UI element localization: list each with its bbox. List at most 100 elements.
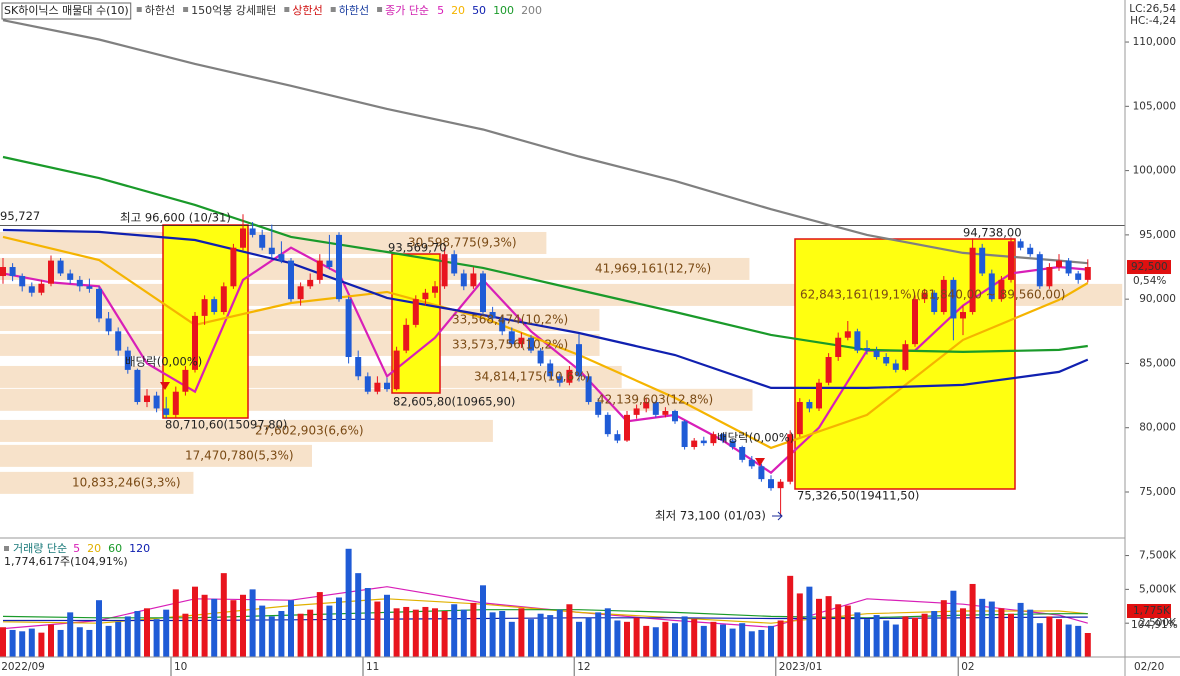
volume-bar — [931, 611, 938, 657]
candle-body — [134, 369, 141, 403]
volume-bar — [624, 621, 630, 657]
volume-profile-label: 42,139,603(12,8%) — [597, 392, 713, 406]
volume-bar — [422, 606, 429, 657]
volume-bar — [979, 598, 986, 657]
volume-bar — [816, 598, 822, 657]
candle-body — [931, 292, 938, 313]
candle-body — [9, 267, 16, 277]
volume-bar — [403, 606, 410, 657]
volume-bar — [460, 609, 467, 657]
volume-bar — [355, 573, 362, 657]
candle-body — [393, 350, 400, 390]
volume-bar — [1046, 616, 1053, 657]
candle-body — [844, 331, 851, 338]
volume-bar — [777, 620, 784, 657]
ratio-label: 104,91% — [1131, 619, 1178, 631]
volume-bar — [768, 625, 774, 657]
volume-bar — [672, 623, 678, 657]
volume-bar — [662, 621, 669, 657]
corner-label: HC:-4,24 — [1130, 15, 1176, 27]
candle-body — [48, 260, 54, 284]
volume-bar — [652, 627, 659, 657]
legend-box — [1, 2, 132, 20]
volume-bar — [249, 589, 256, 657]
annotation: 최고 96,600 (10/31) — [120, 211, 231, 225]
candle-body — [556, 376, 563, 383]
y-tick-label: 100,000 — [1133, 165, 1176, 177]
candle-body — [672, 411, 678, 422]
volume-bar — [854, 612, 861, 657]
candle-body — [220, 286, 227, 313]
legend-label: 20 — [451, 4, 465, 17]
ma-line — [2, 228, 1089, 389]
volume-bar — [787, 575, 794, 657]
x-tick-label: 2022/09 — [1, 661, 45, 673]
volume-bar — [393, 608, 400, 657]
candle-body — [835, 337, 842, 358]
candle-body — [825, 357, 832, 383]
candle-body — [240, 228, 246, 248]
candle-body — [374, 382, 381, 392]
volume-bar — [547, 615, 554, 657]
volume-bar — [316, 592, 323, 657]
event-marker — [160, 382, 170, 390]
volume-bar — [211, 598, 218, 657]
candle-body — [864, 348, 870, 351]
volume-subtitle: 1,774,617주(104,91%) — [4, 555, 128, 568]
volume-bar — [326, 605, 333, 657]
candle-body — [432, 286, 438, 293]
volume-bar — [153, 619, 160, 657]
arrow — [772, 511, 783, 521]
candle-body — [364, 376, 371, 392]
y-tick-label: 95,000 — [1139, 229, 1176, 241]
volume-bar — [9, 629, 16, 657]
change-label: 0,54% — [1133, 275, 1166, 287]
volume-bar — [729, 628, 736, 657]
candle-body — [278, 254, 285, 261]
candle-body — [230, 247, 237, 287]
candle-body — [86, 286, 93, 289]
candle-body — [211, 299, 218, 313]
y-tick-label: 7,500K — [1139, 550, 1177, 562]
candle-body — [614, 434, 621, 441]
y-tick-label: 2,500K — [1139, 617, 1177, 629]
candle-body — [720, 434, 726, 441]
candle-body — [854, 331, 861, 351]
volume-bar — [67, 612, 74, 657]
candle-body — [921, 292, 928, 300]
volume-bar — [988, 601, 995, 657]
volume-bar — [489, 612, 496, 657]
candle-body — [1056, 260, 1062, 268]
volume-bar — [921, 613, 928, 657]
candle-body — [480, 273, 486, 313]
candle-body — [172, 391, 179, 415]
volume-profile-label: 30,598,775(9,3%) — [408, 235, 517, 249]
candle-body — [201, 299, 208, 316]
candle-body — [777, 481, 784, 489]
candle-body — [1046, 267, 1053, 287]
x-tick-label: 11 — [366, 661, 379, 673]
legend-label: 60 — [108, 542, 122, 555]
volume-bar — [883, 620, 890, 657]
y-tick-label: 90,000 — [1139, 293, 1176, 305]
annotation: 75,326,50(19411,50) — [797, 489, 919, 503]
volume-bar — [691, 619, 698, 657]
candle-body — [28, 286, 35, 293]
legend-label: 20 — [87, 542, 101, 555]
candle-body — [355, 357, 362, 377]
candle-body — [1075, 273, 1082, 280]
volume-bar — [38, 632, 45, 657]
volume-bar — [518, 608, 525, 657]
price-tag — [1127, 260, 1171, 275]
volume-bar — [57, 629, 64, 657]
volume-profile-bar — [0, 419, 493, 442]
volume-bar — [470, 602, 477, 657]
candle-body — [604, 414, 611, 435]
volume-bar — [1036, 623, 1043, 657]
ma-line — [2, 19, 1088, 265]
candle-body — [748, 459, 755, 467]
candle-body — [547, 363, 554, 377]
legend-label: 150억봉 강세패턴 — [191, 4, 276, 17]
candle-body — [960, 312, 966, 319]
volume-bar — [220, 573, 227, 657]
